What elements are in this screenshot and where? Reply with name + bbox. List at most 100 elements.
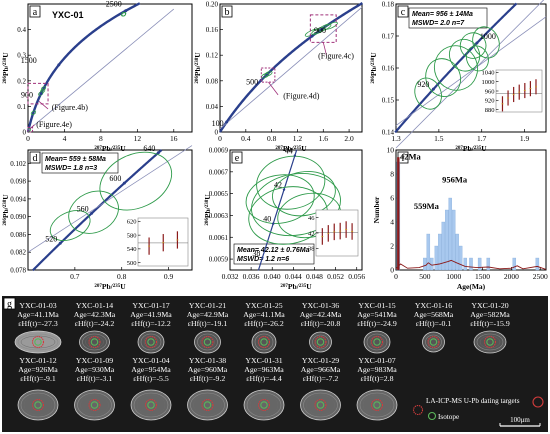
concordia-age-dot-b-0: [310, 34, 314, 38]
hist-bar-10: [455, 233, 459, 271]
concordia-age-dot-a-1: [57, 63, 61, 67]
grain-ehf-r2-2: εHf(t)=-5.5: [133, 374, 169, 383]
hist-bar-15: [486, 257, 491, 271]
legend-targets-text: LA-ICP-MS U-Pb dating targets: [426, 397, 520, 405]
grain-age-r1-7: Age=568Ma: [414, 310, 454, 319]
x-tick-label-b-5: 2.0: [344, 134, 354, 143]
hf-spot-r2-6: [373, 401, 381, 409]
x-tick-label-e-1: 0.036: [243, 272, 260, 281]
x-tick-label-e-4: 0.048: [306, 272, 323, 281]
x-tick-label-a-1: 4: [63, 134, 67, 143]
panel-f: f: [395, 149, 547, 271]
concordia-curve-c: [394, 2, 518, 134]
zircon-body-r1-4: [251, 330, 277, 354]
x-tick-label-d-1: 0.8: [117, 272, 127, 281]
x-tick-label-c-3: 1.9: [520, 134, 530, 143]
concordia-age-label-c-1: 920: [417, 80, 429, 89]
concordia-age-label-e-2: 40: [263, 215, 271, 224]
panel-label-g: g: [7, 299, 12, 310]
inset-tick-label-d-2: 540: [127, 246, 137, 253]
grain-age-r1-3: Age=42.9Ma: [187, 310, 229, 319]
grain-age-r1-6: Age=541Ma: [357, 310, 397, 319]
plot-frame-a: [27, 3, 193, 133]
ellipse-e-1: [256, 155, 326, 210]
zircon-body-r1-8: [473, 330, 507, 354]
hf-spot-r1-4: [260, 338, 268, 346]
grain-age-r2-1: Age=930Ma: [75, 365, 115, 374]
hist-bar-13: [469, 257, 473, 271]
panel-label-a: a: [33, 7, 38, 18]
mean-age-e: Mean= 42.12 ± 0.76Ma: [237, 247, 310, 254]
ellipse-e-4: [272, 171, 336, 217]
zircon-grain-r1-2: [137, 330, 165, 354]
zircon-zone-r2-1: [77, 392, 112, 418]
x-tick-label-a-3: 12: [134, 134, 142, 143]
ublpb-spot-r1-1: [88, 335, 101, 349]
hf-spot-r1-3: [203, 338, 212, 346]
x-tick-label-a-2: 8: [99, 134, 103, 143]
y-tick-label-e-2: 0.0063: [209, 212, 229, 220]
x-tick-label-c-2: 1.7: [477, 134, 487, 143]
grain-ehf-r1-2: εHf(t)=-12.2: [131, 319, 171, 328]
zircon-grain-r2-1: [74, 389, 115, 421]
y-tick-label-d-2: 0.086: [10, 231, 26, 239]
mswd-d: MSWD= 1.8 n=3: [45, 165, 97, 172]
grain-age-r2-6: Age=983Ma: [357, 365, 397, 374]
concordia-age-label-c-0: 1000: [480, 32, 496, 41]
grain-age-r2-3: Age=960Ma: [188, 365, 228, 374]
concordia-age-label-d-1: 600: [109, 174, 121, 183]
hist-bar-12: [463, 257, 467, 271]
y-tick-label-f-1: 2: [390, 242, 394, 251]
inset-tick-label-e-2: 38: [308, 246, 315, 253]
x-tick-label-e-6: 0.056: [348, 272, 365, 281]
zircon-zone-r1-8: [476, 333, 504, 351]
zircon-zone-r2-5: [303, 392, 338, 418]
inset-tick-label-c-1: 1000: [482, 79, 495, 86]
inset-tick-label-d-1: 580: [127, 232, 137, 239]
zircon-zone-r1-4: [254, 333, 274, 351]
ellipse-a-1: [30, 110, 37, 116]
zircon-body-r2-3: [187, 389, 228, 421]
grain-name-r2-6: YXC-01-07: [358, 356, 395, 365]
concordia-age-label-a-1: 1500: [21, 56, 37, 65]
hf-spot-r2-5: [316, 401, 325, 409]
ellipse-b-5: [324, 21, 338, 30]
y-tick-label-d-6: 0.102: [10, 160, 26, 168]
grain-ehf-r1-8: εHf(t)=-15.9: [470, 319, 510, 328]
zircon-grain-r1-8: [473, 330, 507, 354]
x-tick-label-e-0: 0.032: [222, 272, 239, 281]
y-axis-label-e: 206Pb/238U: [203, 194, 212, 226]
grain-ehf-r2-1: εHf(t)=-3.1: [77, 374, 113, 383]
zircon-body-r1-0: [14, 330, 62, 354]
zircon-zone-r1-2: [140, 333, 162, 351]
grain-ehf-r2-5: εHf(t)=-7.2: [303, 374, 339, 383]
ublpb-spot-r1-6: [370, 335, 384, 349]
grain-name-r2-4: YXC-01-31: [245, 356, 282, 365]
grain-name-r2-1: YXC-01-09: [76, 356, 113, 365]
plot-frame-f: [395, 149, 547, 271]
zircon-body-r2-5: [300, 389, 341, 421]
discordia-line-c: [395, 0, 545, 149]
x-tick-label-d-2: 0.9: [164, 272, 174, 281]
concordia-age-dot-d-1: [122, 181, 126, 185]
grain-name-r2-2: YXC-01-04: [132, 356, 169, 365]
hf-spot-r1-7: [429, 338, 438, 346]
inset-tick-label-e-0: 46: [308, 215, 315, 222]
legend-isotope-symbol: [427, 411, 437, 421]
concordia-age-dot-c-1: [431, 87, 435, 91]
x-axis-label-e: 207Pb/235U: [280, 282, 312, 291]
zircon-zone-r1-7: [425, 334, 442, 350]
concordia-age-dot-e-2: [271, 222, 275, 225]
concordia-age-label-d-3: 520: [45, 234, 57, 243]
ublpb-spot-r2-4: [257, 398, 271, 412]
hf-spot-r1-6: [373, 338, 381, 346]
grain-ehf-r1-4: εHf(t)=-26.2: [244, 319, 284, 328]
y-tick-label-e-3: 0.0065: [209, 190, 229, 198]
zircon-zone2-r2-1: [80, 394, 109, 416]
zircon-zone-r1-1: [82, 333, 107, 351]
concordia-age-label-e-0: 44: [285, 147, 293, 156]
grain-ehf-r2-0: εHf(t)=-9.1: [20, 374, 56, 383]
hf-spot-r1-5: [316, 338, 325, 346]
y-tick-label-f-2: 4: [390, 218, 394, 227]
x-tick-label-e-5: 0.052: [327, 272, 344, 281]
